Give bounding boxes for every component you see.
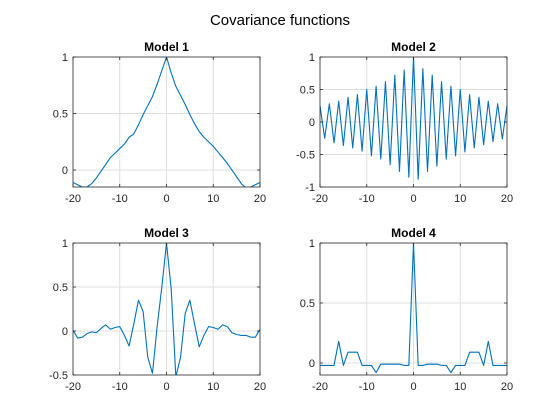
y-tick-label: 1: [62, 238, 68, 250]
x-tick-label: -10: [359, 193, 375, 205]
y-tick-label: 1: [62, 52, 68, 64]
x-tick-label: 20: [254, 381, 266, 393]
x-tick-label: 0: [410, 193, 416, 205]
figure-title: Covariance functions: [210, 12, 350, 29]
y-tick-label: 0: [62, 165, 68, 177]
x-tick-label: 0: [410, 381, 416, 393]
x-tick-label: -10: [112, 193, 128, 205]
subplot-2: -20 -10 0 10 20 -1 -0.5 0 0.5 1 Model 2: [296, 40, 513, 205]
y-tick-label: -1: [305, 182, 315, 194]
x-tick-label: -20: [312, 193, 328, 205]
x-tick-label: -20: [65, 381, 81, 393]
x-tick-label: -20: [65, 193, 81, 205]
subplot-title-1: Model 1: [144, 40, 189, 54]
subplot-4: -20 -10 0 10 20 0 0.5 1 Model 4: [300, 226, 513, 393]
x-tick-label: -10: [359, 381, 375, 393]
x-tick-label: -10: [112, 381, 128, 393]
subplot-title-2: Model 2: [391, 40, 436, 54]
y-tick-label: 0.5: [53, 109, 68, 121]
y-tick-label: 0.5: [300, 85, 315, 97]
y-tick-label: 0: [309, 117, 315, 129]
y-tick-label: 0: [309, 358, 315, 370]
y-tick-label: 0: [62, 326, 68, 338]
subplot-1: -20 -10 0 10 20 0 0.5 1 Model 1: [53, 40, 266, 205]
x-tick-label: -20: [312, 381, 328, 393]
x-tick-label: 20: [501, 193, 513, 205]
x-tick-label: 0: [163, 193, 169, 205]
x-tick-label: 10: [454, 381, 466, 393]
x-tick-label: 20: [501, 381, 513, 393]
subplot-title-4: Model 4: [391, 226, 436, 240]
x-tick-label: 10: [207, 381, 219, 393]
y-tick-label: -0.5: [296, 150, 315, 162]
subplot-title-3: Model 3: [144, 226, 189, 240]
y-tick-label: 1: [309, 52, 315, 64]
x-tick-label: 20: [254, 193, 266, 205]
x-tick-label: 0: [163, 381, 169, 393]
y-tick-label: 0.5: [53, 282, 68, 294]
x-tick-label: 10: [207, 193, 219, 205]
x-tick-label: 10: [454, 193, 466, 205]
subplot-3: -20 -10 0 10 20 -0.5 0 0.5 1 Model 3: [49, 226, 266, 393]
y-tick-label: 1: [309, 238, 315, 250]
y-tick-label: -0.5: [49, 370, 68, 382]
y-tick-label: 0.5: [300, 298, 315, 310]
